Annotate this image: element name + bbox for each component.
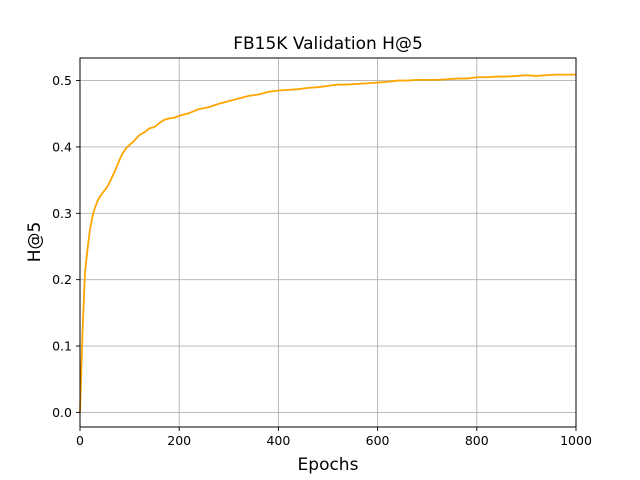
plot-area-frame	[79, 57, 577, 428]
y-axis-ticks: 0.0 0.1 0.2 0.3 0.4 0.5	[52, 73, 80, 420]
chart-title: FB15K Validation H@5	[233, 34, 423, 54]
y-axis-label: H@5	[25, 222, 45, 263]
y-tick-label: 0.5	[52, 73, 72, 88]
x-tick-label: 200	[167, 433, 191, 448]
series-line	[79, 73, 576, 413]
y-tick-label: 0.3	[52, 206, 72, 221]
x-tick-label: 600	[366, 433, 390, 448]
x-tick-label: 800	[465, 433, 489, 448]
y-tick-label: 0.4	[52, 139, 72, 154]
y-tick-label: 0.1	[52, 339, 72, 354]
series-layer	[79, 73, 576, 413]
x-tick-label: 400	[266, 433, 290, 448]
y-tick-label: 0.2	[52, 272, 72, 287]
x-tick-label: 0	[76, 433, 84, 448]
x-axis-label: Epochs	[298, 455, 359, 475]
x-axis-ticks: 0 200 400 600 800 1000	[76, 427, 592, 448]
grid-lines	[79, 58, 577, 427]
x-tick-label: 1000	[560, 433, 592, 448]
y-tick-label: 0.0	[52, 405, 72, 420]
